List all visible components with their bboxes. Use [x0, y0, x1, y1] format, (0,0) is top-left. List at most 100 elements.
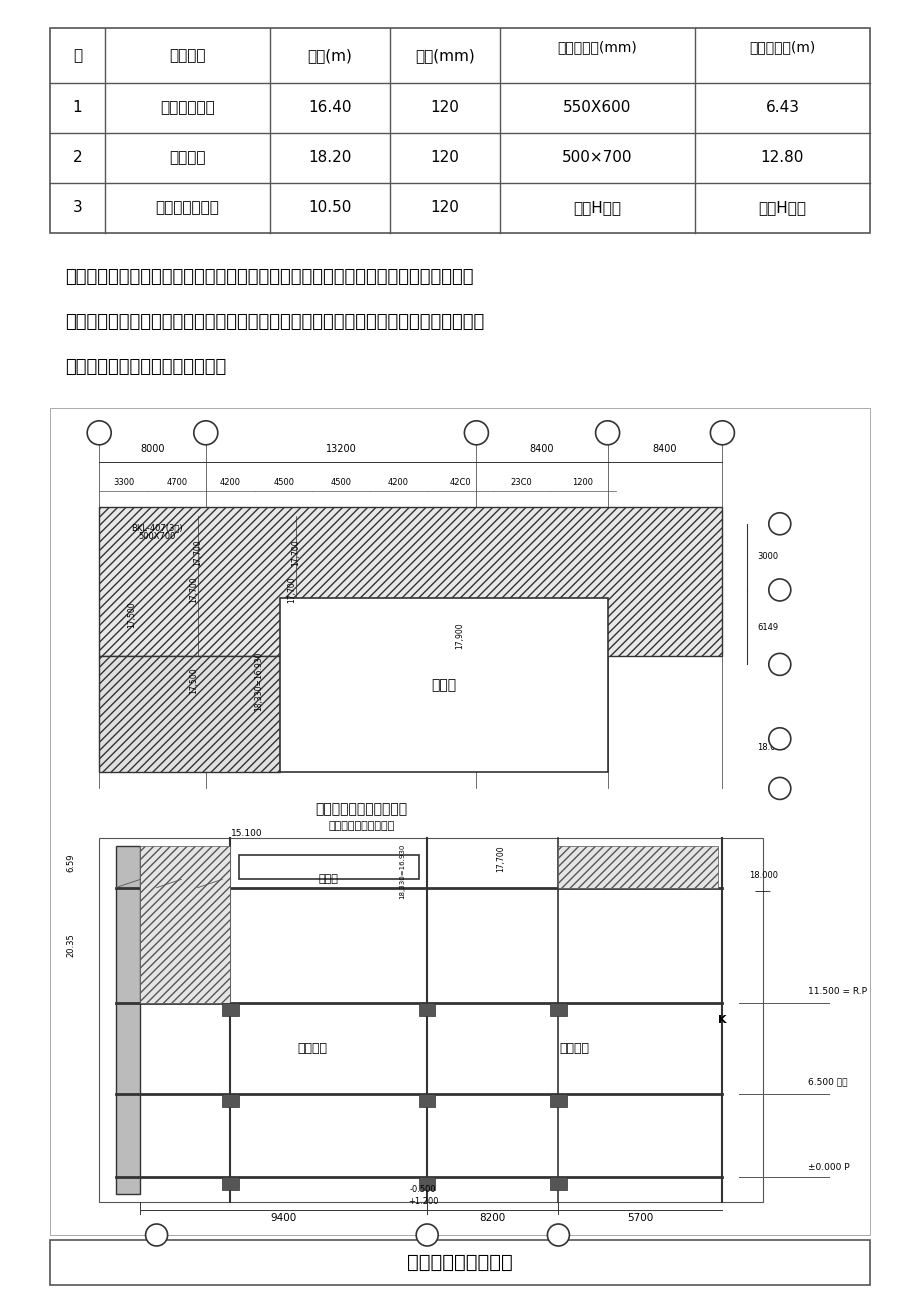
Circle shape	[768, 778, 790, 799]
Text: 550X600: 550X600	[562, 100, 631, 116]
Text: 18,330=16.930: 18,330=16.930	[255, 652, 264, 710]
Text: 层高(m): 层高(m)	[307, 48, 352, 62]
Bar	[99, 838, 763, 1202]
Text: +1.200: +1.200	[407, 1197, 437, 1206]
Text: 18,330=16.930: 18,330=16.930	[399, 843, 405, 899]
Circle shape	[768, 579, 790, 601]
Text: ②-M: ②-M	[89, 428, 108, 437]
Text: 18.20: 18.20	[308, 151, 351, 165]
Text: 3300: 3300	[113, 477, 134, 487]
Text: ②-S: ②-S	[771, 585, 788, 595]
Text: 酒店通高大堂: 酒店通高大堂	[160, 100, 215, 116]
Text: 17,700: 17,700	[496, 846, 505, 872]
Text: 42C0: 42C0	[448, 477, 471, 487]
Text: 5700: 5700	[627, 1214, 652, 1223]
Text: 18.000: 18.000	[756, 743, 785, 752]
Text: 裙房门厅: 裙房门厅	[169, 151, 206, 165]
Text: ②-J: ②-J	[420, 1231, 434, 1240]
Text: 13200: 13200	[325, 445, 356, 454]
Text: 游泳池: 游泳池	[431, 678, 456, 692]
Circle shape	[87, 420, 111, 445]
Text: 120: 120	[430, 151, 459, 165]
Text: 120: 120	[430, 100, 459, 116]
Bar	[50, 1240, 869, 1285]
Bar	[238, 855, 418, 879]
Text: K: K	[718, 1015, 726, 1025]
Text: 门厅上空: 门厅上空	[559, 1042, 589, 1055]
Bar	[99, 507, 721, 656]
Bar	[222, 1094, 238, 1107]
Circle shape	[768, 513, 790, 535]
Circle shape	[768, 727, 790, 749]
Text: 11.500 = R.P: 11.500 = R.P	[808, 986, 867, 995]
Text: ②-Z: ②-Z	[468, 428, 484, 437]
Text: 4700: 4700	[166, 477, 187, 487]
Text: ②-R: ②-R	[770, 660, 788, 669]
Circle shape	[709, 420, 733, 445]
Text: 大、梁板截面最大的裙房门厅高支撑体系作为验算，大堂及大宴会厅日匀支撑系统搭设均: 大、梁板截面最大的裙房门厅高支撑体系作为验算，大堂及大宴会厅日匀支撑系统搭设均	[65, 314, 483, 330]
Bar	[99, 656, 279, 771]
Bar	[418, 1177, 435, 1189]
Text: 1: 1	[73, 100, 82, 116]
Bar	[550, 1094, 566, 1107]
Text: 后置H型钢: 后置H型钢	[757, 200, 806, 216]
Bar	[222, 1003, 238, 1016]
Text: 4200: 4200	[388, 477, 409, 487]
Circle shape	[194, 420, 218, 445]
Text: ②-N: ②-N	[713, 428, 731, 437]
Circle shape	[768, 653, 790, 675]
Text: 15.100: 15.100	[231, 830, 262, 838]
Text: 17,500: 17,500	[188, 667, 198, 695]
Text: 23C0: 23C0	[510, 477, 532, 487]
Circle shape	[145, 1224, 167, 1246]
Text: BKL-407(3块): BKL-407(3块)	[130, 523, 182, 532]
Text: ②-N: ②-N	[770, 785, 788, 792]
Text: 4500: 4500	[273, 477, 294, 487]
Text: 裙房三层大宴会: 裙房三层大宴会	[155, 200, 220, 216]
Text: 12.80: 12.80	[760, 151, 803, 165]
Circle shape	[547, 1224, 569, 1246]
Text: 20.35: 20.35	[66, 934, 75, 958]
Text: 10.50: 10.50	[308, 200, 351, 216]
Text: -0.500: -0.500	[409, 1185, 436, 1194]
Text: ②-P: ②-P	[770, 734, 788, 743]
Bar	[50, 29, 869, 233]
Text: ②-T: ②-T	[771, 519, 787, 528]
Text: 17,500: 17,500	[128, 601, 136, 628]
Circle shape	[464, 420, 488, 445]
Bar	[558, 847, 718, 887]
Bar	[418, 1003, 435, 1016]
Text: ②-H: ②-H	[148, 1231, 165, 1240]
Bar	[418, 1094, 435, 1107]
Text: 8200: 8200	[479, 1214, 505, 1223]
Text: ——: ——	[754, 887, 771, 896]
Text: 6.500 一层: 6.500 一层	[808, 1077, 847, 1086]
Text: ±0.000 P: ±0.000 P	[808, 1163, 849, 1172]
Text: 500X700: 500X700	[138, 532, 176, 541]
Text: 120: 120	[430, 200, 459, 216]
Text: 17,900: 17,900	[455, 622, 464, 649]
Text: 本工程超高支模方案选择上，根据层高及上部梁、板布置，选用架体搭设最高及跨度最: 本工程超高支模方案选择上，根据层高及上部梁、板布置，选用架体搭设最高及跨度最	[65, 268, 473, 286]
Bar	[116, 847, 140, 1193]
Text: 8000: 8000	[140, 445, 165, 454]
Text: 18.000: 18.000	[748, 870, 777, 879]
Text: 阴影部位为高支模区域: 阴影部位为高支模区域	[328, 821, 394, 830]
Text: 17,700: 17,700	[188, 576, 198, 604]
Circle shape	[415, 1224, 437, 1246]
Text: 2: 2	[73, 151, 82, 165]
Text: 序: 序	[73, 48, 82, 62]
Text: ②-ZZ: ②-ZZ	[596, 428, 618, 437]
Text: 板厚(mm): 板厚(mm)	[414, 48, 474, 62]
Text: 1200: 1200	[572, 477, 593, 487]
Text: 17,700: 17,700	[287, 576, 296, 604]
Text: 酒店裙房门厅剖面图: 酒店裙房门厅剖面图	[407, 1253, 512, 1271]
Text: 门厅上空: 门厅上空	[297, 1042, 327, 1055]
Text: 8400: 8400	[652, 445, 676, 454]
Text: 6149: 6149	[756, 623, 777, 632]
Text: 6.59: 6.59	[66, 853, 75, 872]
Bar	[550, 1003, 566, 1016]
Bar	[222, 1177, 238, 1189]
Text: 最大梁截面(mm): 最大梁截面(mm)	[557, 40, 637, 55]
Bar	[50, 409, 869, 1235]
Text: 最大梁跨度(m): 最大梁跨度(m)	[749, 40, 815, 55]
